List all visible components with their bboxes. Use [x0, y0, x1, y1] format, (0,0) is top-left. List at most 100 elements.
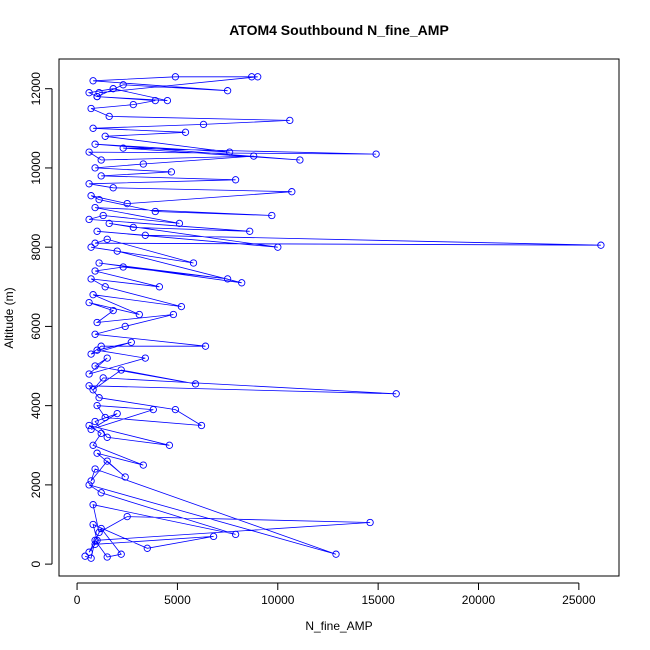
- data-point: [97, 156, 105, 164]
- data-point: [91, 540, 99, 548]
- y-tick-label: 0: [29, 560, 43, 567]
- data-point: [121, 473, 129, 481]
- data-point: [123, 199, 131, 208]
- y-tick-label: 8000: [29, 234, 43, 261]
- data-point: [597, 241, 605, 249]
- data-point: [97, 489, 105, 497]
- data-point: [109, 85, 117, 93]
- data-point: [105, 219, 113, 228]
- x-tick-label: 5000: [164, 593, 191, 607]
- data-point: [117, 366, 125, 374]
- data-point: [123, 512, 131, 521]
- series-line: [84, 76, 601, 559]
- data-point: [151, 96, 159, 105]
- data-point: [97, 342, 105, 350]
- data-point: [85, 481, 93, 489]
- data-point: [121, 322, 129, 331]
- data-point: [91, 330, 99, 338]
- data-point: [103, 457, 111, 465]
- data-point: [91, 417, 99, 426]
- data-point: [231, 530, 240, 539]
- data-point: [95, 195, 103, 204]
- data-point: [85, 180, 93, 188]
- data-point: [109, 306, 117, 315]
- data-point: [87, 104, 95, 113]
- data-point: [201, 342, 210, 350]
- data-point: [101, 283, 109, 291]
- y-axis-label: Altitude (m): [2, 287, 16, 348]
- data-point: [95, 89, 103, 97]
- data-point: [332, 550, 340, 558]
- data-point: [135, 310, 143, 319]
- data-point: [225, 148, 234, 156]
- data-point: [171, 73, 180, 81]
- data-point: [89, 386, 97, 394]
- data-point: [101, 413, 109, 422]
- data-point: [105, 112, 113, 121]
- data-point: [141, 354, 149, 362]
- data-point: [87, 275, 95, 283]
- data-point: [127, 338, 135, 346]
- data-point: [155, 283, 164, 291]
- data-point: [103, 553, 111, 561]
- data-point: [85, 382, 93, 390]
- x-tick-label: 20000: [462, 593, 496, 607]
- y-tick-label: 12000: [29, 72, 43, 106]
- data-point: [93, 92, 101, 101]
- x-axis: 0 5000 10000 15000 20000 25000: [74, 582, 596, 607]
- data-point: [93, 227, 101, 235]
- data-point: [113, 247, 121, 255]
- data-point: [103, 354, 111, 362]
- data-point: [392, 390, 400, 398]
- x-axis-label: N_fine_AMP: [305, 619, 372, 633]
- data-point: [119, 144, 127, 152]
- data-point: [87, 350, 95, 358]
- data-point: [163, 96, 172, 105]
- data-point: [268, 211, 276, 220]
- data-point: [101, 132, 109, 140]
- data-point: [91, 465, 99, 473]
- x-tick-label: 10000: [261, 593, 295, 607]
- data-point: [209, 532, 218, 541]
- data-point: [199, 120, 208, 129]
- data-point: [288, 188, 296, 196]
- data-point: [149, 405, 157, 414]
- data-point: [139, 461, 147, 469]
- data-point: [223, 275, 232, 283]
- data-point: [91, 267, 99, 275]
- data-point: [171, 405, 180, 414]
- y-axis: 0 2000 4000 6000 8000 10000 12000: [29, 72, 53, 567]
- data-point: [87, 243, 95, 251]
- data-point: [167, 168, 176, 176]
- data-point: [117, 550, 125, 558]
- data-point: [103, 235, 111, 243]
- data-point: [93, 449, 101, 457]
- data-point: [139, 160, 147, 168]
- data-point: [95, 259, 103, 267]
- data-point: [85, 215, 93, 224]
- chart-title: ATOM4 Southbound N_fine_AMP: [229, 22, 449, 38]
- data-point: [165, 441, 174, 449]
- x-tick-label: 15000: [361, 593, 395, 607]
- data-point: [91, 140, 99, 148]
- data-point: [87, 477, 95, 485]
- data-point: [250, 152, 258, 160]
- data-point: [89, 501, 97, 509]
- data-point: [129, 100, 137, 109]
- series-layer: [81, 73, 605, 562]
- data-point: [372, 150, 380, 158]
- data-point: [103, 433, 111, 441]
- data-point: [231, 176, 240, 184]
- data-point: [296, 156, 304, 164]
- data-point: [95, 394, 103, 402]
- data-point: [91, 203, 99, 212]
- data-point: [91, 536, 99, 544]
- data-point: [93, 536, 101, 544]
- data-point: [143, 544, 151, 552]
- data-point: [89, 291, 97, 299]
- data-point: [99, 374, 107, 382]
- data-point: [175, 219, 184, 228]
- y-tick-label: 10000: [29, 151, 43, 185]
- data-point: [109, 184, 117, 192]
